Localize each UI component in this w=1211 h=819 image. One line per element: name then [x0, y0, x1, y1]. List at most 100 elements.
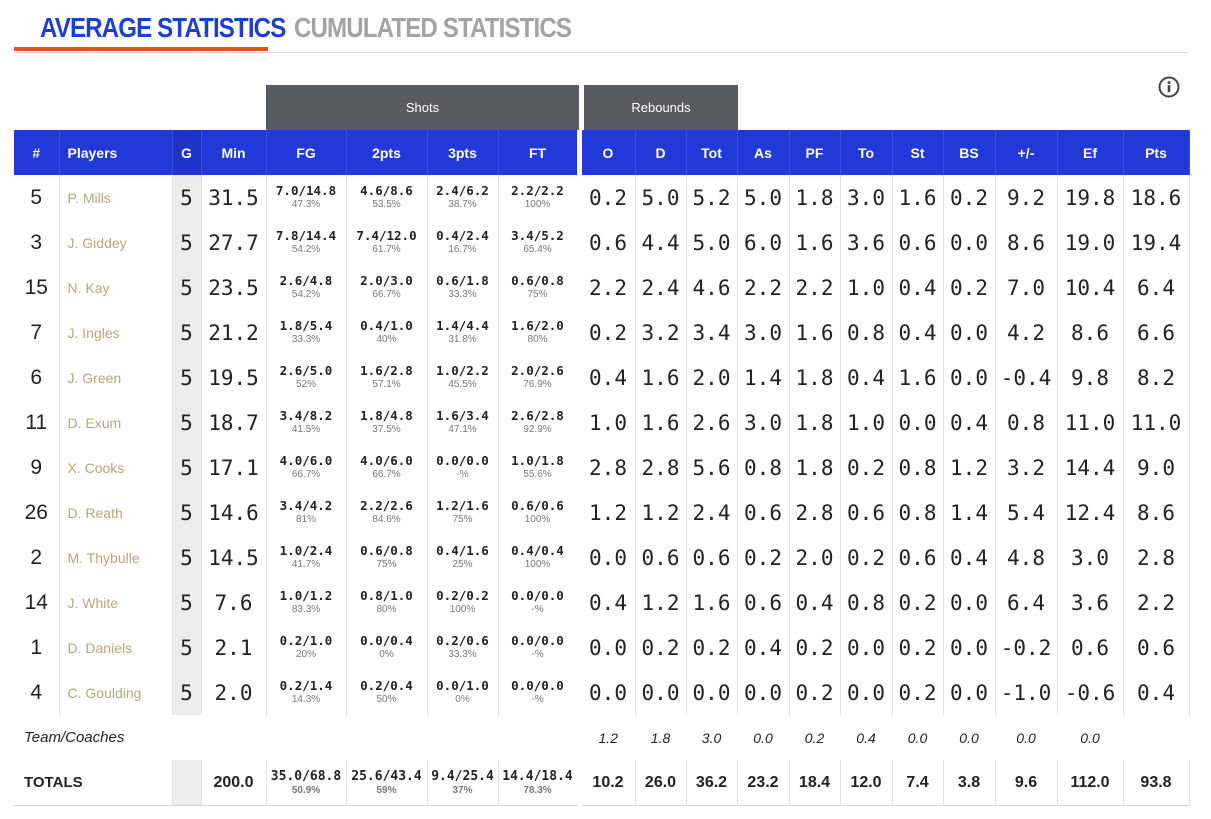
player-name-link[interactable]: D. Exum: [59, 400, 173, 445]
player-pm: -0.4: [995, 355, 1058, 400]
team-plus-minus: 0.0: [1016, 729, 1036, 746]
col-header-efficiency[interactable]: Ef: [1057, 130, 1124, 175]
col-header-blocked-shots[interactable]: BS: [943, 130, 996, 175]
totals-min: 200.0: [201, 760, 267, 806]
totals-ef: 112.0: [1057, 760, 1124, 806]
shot-made-attempted: 1.0/2.4: [279, 542, 333, 558]
player-name-link[interactable]: C. Goulding: [59, 670, 173, 715]
team-tot: 3.0: [701, 729, 722, 746]
player-tot: 0.0: [686, 670, 738, 715]
shot-made-attempted: 2.6/4.8: [279, 272, 333, 288]
team-st: 0.0: [907, 729, 928, 746]
col-header-points[interactable]: Pts: [1123, 130, 1190, 175]
table-row[interactable]: 2 M. Thybulle 5 14.5 1.0/2.4 41.7% 0.6/0.8 75% 0…: [14, 535, 1190, 580]
player-games: 5: [172, 670, 202, 715]
player-name-link[interactable]: J. Green: [59, 355, 173, 400]
col-header-turnovers[interactable]: To: [840, 130, 893, 175]
table-row[interactable]: 9 X. Cooks 5 17.1 4.0/6.0 66.7% 4.0/6.0 66.7% 0.…: [14, 445, 1190, 490]
player-name-link[interactable]: J. White: [59, 580, 173, 625]
shot-percentage: 50%: [376, 694, 397, 706]
player-name-link[interactable]: M. Thybulle: [59, 535, 173, 580]
shot-percentage: 100%: [524, 199, 551, 211]
player-name-link[interactable]: X. Cooks: [59, 445, 173, 490]
table-row[interactable]: 5 P. Mills 5 31.5 7.0/14.8 47.3% 4.6/8.6 53.5% 2…: [14, 175, 1190, 220]
player-bs: 0.4: [943, 400, 996, 445]
col-header-2pts[interactable]: 2pts: [346, 130, 428, 175]
totals-fg: 35.0/68.8 50.9%: [266, 760, 347, 806]
player-ft: 1.0/1.8 55.6%: [498, 445, 580, 490]
team-d: 1.8: [650, 729, 671, 746]
player-name-link[interactable]: P. Mills: [59, 175, 173, 220]
player-pf: 1.6: [789, 310, 841, 355]
table-row[interactable]: 26 D. Reath 5 14.6 3.4/4.2 81% 2.2/2.6 84.6% 1.2…: [14, 490, 1190, 535]
table-row[interactable]: 7 J. Ingles 5 21.2 1.8/5.4 33.3% 0.4/1.0 40% 1.4…: [14, 310, 1190, 355]
player-name-link[interactable]: J. Giddey: [59, 220, 173, 265]
col-header-ft[interactable]: FT: [498, 130, 580, 175]
col-header-games[interactable]: G: [172, 130, 202, 175]
table-row[interactable]: 4 C. Goulding 5 2.0 0.2/1.4 14.3% 0.2/0.4 50% 0.…: [14, 670, 1190, 715]
totals-g: [172, 760, 202, 806]
col-header-defensive-rebounds[interactable]: D: [635, 130, 687, 175]
col-header-number[interactable]: #: [14, 130, 60, 175]
table-row[interactable]: 11 D. Exum 5 18.7 3.4/8.2 41.5% 1.8/4.8 37.5% 1.…: [14, 400, 1190, 445]
col-header-minutes[interactable]: Min: [201, 130, 267, 175]
shot-made-attempted: 0.6/1.8: [436, 272, 489, 288]
player-fg: 3.4/4.2 81%: [266, 490, 347, 535]
player-number: 1: [14, 625, 60, 670]
player-name-link[interactable]: J. Ingles: [59, 310, 173, 355]
player-bs: 0.2: [943, 265, 996, 310]
shot-percentage: 54.2%: [291, 289, 321, 301]
col-header-assists[interactable]: As: [737, 130, 790, 175]
player-st: 0.4: [892, 265, 944, 310]
col-header-personal-fouls[interactable]: PF: [789, 130, 841, 175]
shot-percentage: 81%: [295, 514, 316, 526]
tab-cumulated-statistics[interactable]: CUMULATED STATISTICS: [294, 12, 572, 43]
table-row[interactable]: 3 J. Giddey 5 27.7 7.8/14.4 54.2% 7.4/12.0 61.7…: [14, 220, 1190, 265]
player-name-link[interactable]: N. Kay: [59, 265, 173, 310]
shot-made-attempted: 0.0/0.0: [511, 632, 564, 648]
shot-percentage: 41.5%: [291, 424, 321, 436]
shot-percentage: 20%: [295, 649, 316, 661]
shot-percentage: 37.5%: [372, 424, 401, 436]
player-games: 5: [172, 490, 202, 535]
table-row[interactable]: 1 D. Daniels 5 2.1 0.2/1.0 20% 0.0/0.4 0% 0.2/0.…: [14, 625, 1190, 670]
col-header-steals[interactable]: St: [892, 130, 944, 175]
player-name-link[interactable]: D. Daniels: [59, 625, 173, 670]
col-header-offensive-rebounds[interactable]: O: [576, 130, 636, 175]
player-number: 26: [14, 490, 60, 535]
info-circle-icon[interactable]: [1158, 76, 1180, 98]
player-p3: 0.6/1.8 33.3%: [427, 265, 499, 310]
col-header-total-rebounds[interactable]: Tot: [686, 130, 738, 175]
tab-average-statistics[interactable]: AVERAGE STATISTICS: [40, 12, 286, 43]
shot-percentage: 40%: [376, 334, 397, 346]
shot-made-attempted: 2.6/2.8: [511, 407, 564, 423]
player-pts: 6.6: [1123, 310, 1190, 355]
player-name-link[interactable]: D. Reath: [59, 490, 173, 535]
player-ft: 1.6/2.0 80%: [498, 310, 580, 355]
player-number: 5: [14, 175, 60, 220]
shot-made-attempted: 2.2/2.2: [511, 182, 564, 198]
player-d: 3.2: [635, 310, 687, 355]
player-st: 0.4: [892, 310, 944, 355]
table-row[interactable]: 14 J. White 5 7.6 1.0/1.2 83.3% 0.8/1.0 80% 0.2/…: [14, 580, 1190, 625]
player-pf: 1.8: [789, 355, 841, 400]
shot-made-attempted: 0.4/1.6: [436, 542, 489, 558]
player-o: 0.6: [576, 220, 636, 265]
table-row[interactable]: 15 N. Kay 5 23.5 2.6/4.8 54.2% 2.0/3.0 66.7% 0.6…: [14, 265, 1190, 310]
player-number: 2: [14, 535, 60, 580]
player-to: 0.6: [840, 490, 893, 535]
col-header-3pts[interactable]: 3pts: [427, 130, 499, 175]
shot-percentage: 53.5%: [372, 199, 401, 211]
col-header-players[interactable]: Players: [59, 130, 173, 175]
player-o: 0.2: [576, 310, 636, 355]
col-header-plus-minus[interactable]: +/-: [995, 130, 1058, 175]
col-header-fg[interactable]: FG: [266, 130, 347, 175]
player-as: 0.2: [737, 535, 790, 580]
shot-percentage: 66.7%: [372, 469, 401, 481]
shot-percentage: 47.1%: [448, 424, 477, 436]
player-ft: 0.4/0.4 100%: [498, 535, 580, 580]
player-minutes: 31.5: [201, 175, 267, 220]
player-pf: 2.2: [789, 265, 841, 310]
table-row[interactable]: 6 J. Green 5 19.5 2.6/5.0 52% 1.6/2.8 57.1% 1.0/…: [14, 355, 1190, 400]
player-minutes: 23.5: [201, 265, 267, 310]
